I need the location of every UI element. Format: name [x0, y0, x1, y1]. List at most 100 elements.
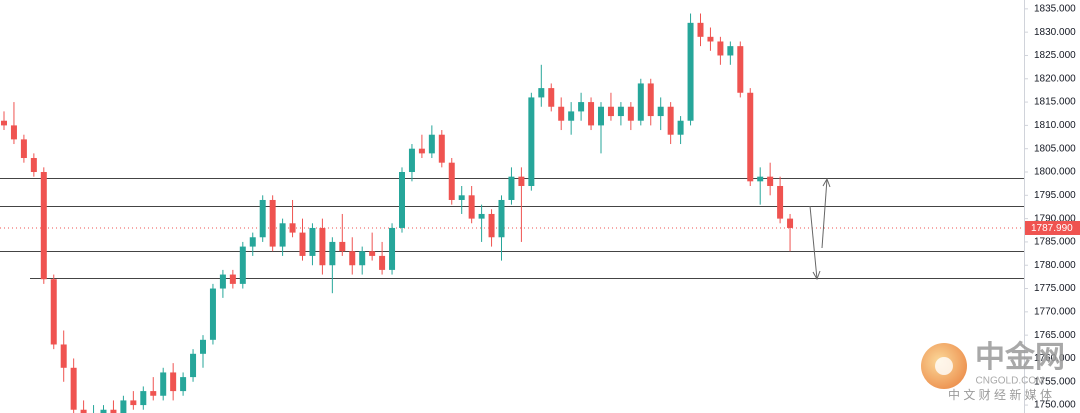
candle-body — [20, 139, 27, 159]
candle-body — [627, 106, 634, 121]
candle-body — [30, 158, 37, 173]
y-tick-label: 1820.000 — [1034, 73, 1076, 84]
candle-body — [170, 372, 177, 392]
candle-body — [369, 251, 376, 256]
y-tick-label: 1795.000 — [1034, 190, 1076, 201]
candle-body — [229, 274, 236, 284]
candle-body — [468, 195, 475, 219]
candle-body — [787, 218, 794, 228]
candle-body — [60, 344, 67, 368]
candle-body — [130, 400, 137, 406]
candle-body — [647, 83, 654, 117]
y-tick-label: 1805.000 — [1034, 143, 1076, 154]
y-tick-label: 1790.000 — [1034, 213, 1076, 224]
candle-body — [737, 46, 744, 93]
candle-body — [399, 172, 405, 228]
price-axis: 1750.000 1755.000 1760.000 1765.000 1770.000… — [1024, 3, 1080, 411]
y-tick-label: 1750.000 — [1034, 400, 1076, 411]
last-price-box — [1025, 220, 1080, 235]
candle-body — [448, 162, 455, 200]
candle-body — [428, 134, 435, 154]
candle-body — [518, 176, 525, 186]
candle-body — [598, 106, 604, 126]
watermark-brand: 中金网 — [975, 340, 1065, 374]
candle-body — [438, 134, 445, 163]
candle-body — [727, 46, 734, 56]
candle-body — [269, 199, 276, 247]
candle-body — [120, 400, 127, 413]
watermark-domain: CNGOLD.COM — [976, 376, 1045, 387]
logo-inner — [935, 357, 953, 375]
candle-body — [657, 106, 664, 117]
candle-body — [777, 185, 784, 219]
candle-body — [100, 409, 107, 413]
candle-body — [607, 106, 614, 117]
candle-body — [528, 97, 535, 186]
candle-body — [299, 232, 306, 256]
y-tick-label: 1810.000 — [1034, 120, 1076, 131]
candle-body — [667, 106, 674, 135]
arrow-head — [812, 270, 821, 281]
y-tick-label: 1815.000 — [1034, 97, 1076, 108]
candle-body — [558, 106, 565, 121]
y-tick-label: 1775.000 — [1034, 283, 1076, 294]
candle-body — [498, 199, 505, 238]
y-tick-label: 1800.000 — [1034, 167, 1076, 178]
arrow-head — [822, 177, 831, 188]
y-tick-label: 1770.000 — [1034, 306, 1076, 317]
candle-body — [389, 227, 396, 270]
candle-body — [239, 246, 246, 284]
candle-body — [150, 391, 157, 396]
candle-body — [767, 176, 774, 186]
candle-body — [717, 41, 724, 56]
candle-body — [697, 22, 704, 37]
y-tick-label: 1765.000 — [1034, 330, 1076, 341]
candle-body — [548, 88, 555, 107]
last-price-label: 1787.990 — [1031, 223, 1073, 234]
candle-body — [349, 251, 356, 266]
candle-body — [329, 241, 336, 266]
candle-body — [259, 199, 266, 238]
candle-body — [418, 148, 425, 154]
plot-area — [0, 13, 1024, 413]
y-tick-label: 1825.000 — [1034, 50, 1076, 61]
candle-body — [637, 83, 644, 121]
candle-body — [359, 251, 366, 266]
candle-body — [319, 227, 326, 266]
candle-body — [209, 288, 216, 340]
candle-body — [1, 120, 7, 126]
candle-body — [180, 377, 187, 392]
candle-body — [458, 195, 465, 200]
candle-body — [488, 213, 495, 238]
candle-body — [200, 339, 206, 354]
y-tick-label: 1760.000 — [1034, 353, 1076, 364]
candle-body — [110, 409, 117, 413]
candle-body — [289, 223, 296, 233]
candle-body — [747, 92, 754, 182]
candle-body — [80, 409, 87, 413]
candle-body — [309, 227, 316, 256]
y-tick-label: 1780.000 — [1034, 260, 1076, 271]
arrow-up — [821, 178, 828, 249]
candle-body — [379, 255, 386, 270]
y-tick-label: 1785.000 — [1034, 237, 1076, 248]
candle-body — [588, 102, 595, 126]
candle-body — [677, 120, 684, 135]
candle-body — [249, 237, 256, 247]
candle-body — [687, 22, 694, 121]
y-tick-label: 1830.000 — [1034, 27, 1076, 38]
y-tick-label: 1835.000 — [1034, 3, 1076, 14]
candle-body — [140, 391, 147, 406]
watermark-tagline: 中 文 财 经 新 媒 体 — [948, 387, 1052, 402]
candle-body — [508, 176, 515, 200]
candle-body — [707, 36, 714, 42]
y-tick-label: 1755.000 — [1034, 376, 1076, 387]
watermark: 中金网 CNGOLD.COM 中 文 财 经 新 媒 体 — [921, 340, 1065, 402]
candle-body — [70, 367, 77, 410]
candle-body — [757, 176, 764, 182]
candle-body — [339, 241, 346, 252]
candle-body — [279, 223, 286, 247]
candle-body — [160, 372, 167, 396]
